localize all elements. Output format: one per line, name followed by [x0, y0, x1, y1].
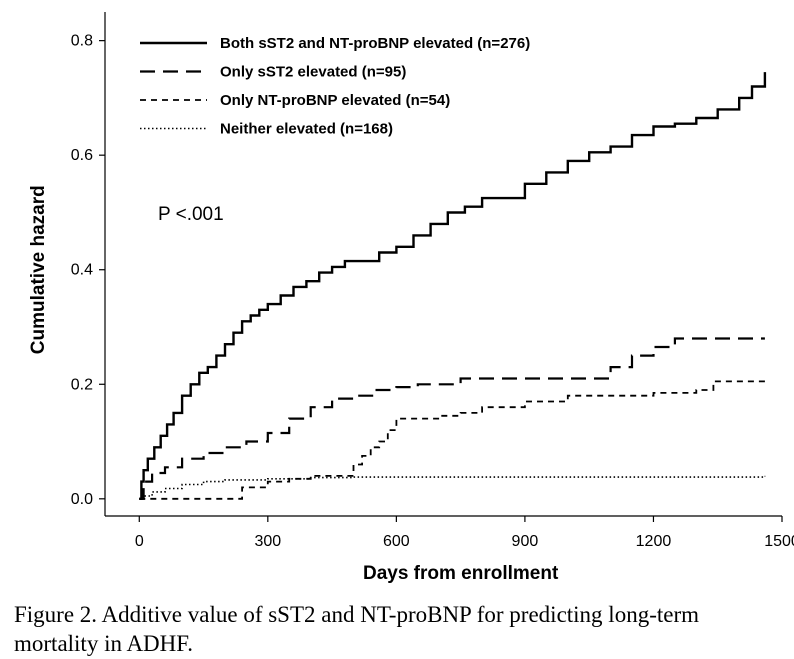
x-tick-label: 1500 [764, 533, 794, 550]
y-tick-label: 0.2 [71, 376, 93, 393]
p-value-annotation: P <.001 [158, 204, 224, 225]
series-line-3 [139, 380, 765, 500]
series-line-2 [139, 337, 765, 500]
legend-label-2: Only sST2 elevated (n=95) [220, 64, 406, 81]
chart-series [139, 72, 767, 500]
chart-legend: Both sST2 and NT-proBNP elevated (n=276)… [140, 35, 530, 138]
legend-label-4: Neither elevated (n=168) [220, 121, 393, 138]
y-tick-label: 0.6 [71, 147, 93, 164]
x-axis-label: Days from enrollment [363, 563, 559, 584]
x-tick-label: 900 [512, 533, 539, 550]
x-tick-label: 1200 [636, 533, 672, 550]
series-line-1 [139, 72, 767, 500]
y-axis-label: Cumulative hazard [28, 185, 49, 354]
figure-caption: Figure 2. Additive value of sST2 and NT-… [14, 602, 700, 656]
x-tick-label: 0 [135, 533, 144, 550]
x-tick-label: 300 [254, 533, 281, 550]
legend-label-1: Both sST2 and NT-proBNP elevated (n=276) [220, 35, 530, 52]
y-tick-label: 0.4 [71, 262, 93, 279]
y-tick-label: 0.8 [71, 33, 93, 50]
series-line-4 [139, 475, 766, 500]
y-tick-label: 0.0 [71, 491, 93, 508]
chart: 0.0 0.2 0.4 0.6 0.8 0 300 600 900 1200 1500 Both s… [28, 12, 794, 584]
x-tick-label: 600 [383, 533, 410, 550]
legend-label-3: Only NT-proBNP elevated (n=54) [220, 92, 450, 109]
chart-axes: 0.0 0.2 0.4 0.6 0.8 0 300 600 900 1200 1500 [71, 12, 794, 550]
